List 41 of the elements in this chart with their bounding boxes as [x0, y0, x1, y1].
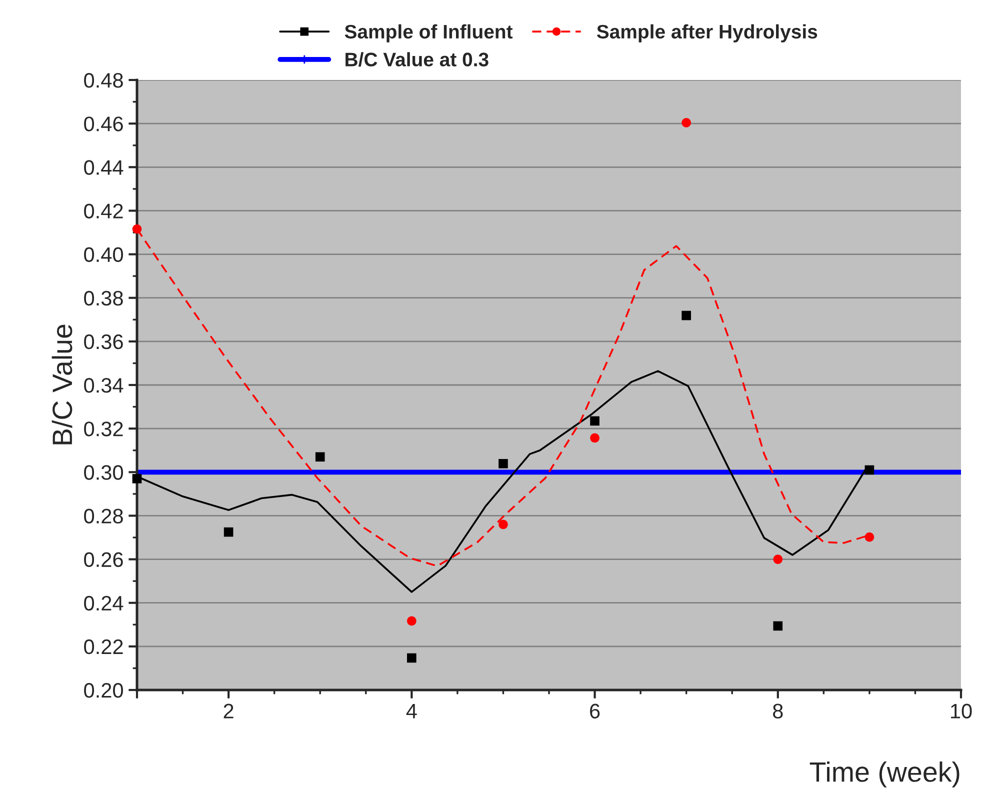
- point: [864, 532, 874, 542]
- legend-label: Sample of Influent: [344, 24, 513, 42]
- y-tick-label: 0.34: [84, 378, 124, 393]
- point: [498, 458, 508, 468]
- point: [773, 554, 783, 564]
- y-tick-label: 0.22: [84, 639, 123, 654]
- y-tick-label: 0.26: [84, 552, 123, 568]
- point: [315, 452, 325, 462]
- y-axis-title: B/C Value: [52, 324, 72, 444]
- point: [407, 653, 416, 663]
- point: [498, 520, 508, 530]
- x-tick-label: 10: [951, 704, 972, 718]
- point: [682, 118, 691, 128]
- y-tick-label: 0.40: [84, 247, 123, 262]
- y-tick-label: 0.20: [84, 683, 123, 698]
- y-tick-label: 0.24: [84, 596, 124, 611]
- legend-label: B/C Value at 0.3: [346, 52, 488, 67]
- point: [132, 224, 142, 234]
- point: [590, 416, 600, 426]
- y-tick-label: 0.42: [84, 204, 123, 218]
- x-tick-label: 6: [590, 704, 600, 718]
- y-tick-label: 0.28: [84, 508, 123, 524]
- point: [132, 474, 142, 484]
- x-tick-label: 8: [773, 704, 783, 718]
- y-tick-label: 0.46: [84, 116, 123, 132]
- y-tick-label: 0.44: [84, 160, 124, 175]
- y-tick-label: 0.36: [84, 334, 123, 350]
- y-tick-label: 0.30: [84, 465, 123, 480]
- point: [682, 310, 691, 320]
- y-tick-label: 0.32: [84, 422, 123, 436]
- point: [864, 465, 874, 475]
- point: [590, 433, 600, 443]
- y-tick-label: 0.38: [84, 290, 123, 306]
- point: [773, 621, 783, 631]
- x-tick-label: 2: [224, 704, 234, 718]
- x-tick-label: 4: [406, 704, 417, 718]
- point: [407, 616, 416, 626]
- legend-label: Sample after Hydrolysis: [596, 24, 818, 42]
- y-tick-label: 0.48: [84, 73, 123, 88]
- x-axis-title: Time (week): [810, 762, 960, 788]
- point: [224, 527, 234, 537]
